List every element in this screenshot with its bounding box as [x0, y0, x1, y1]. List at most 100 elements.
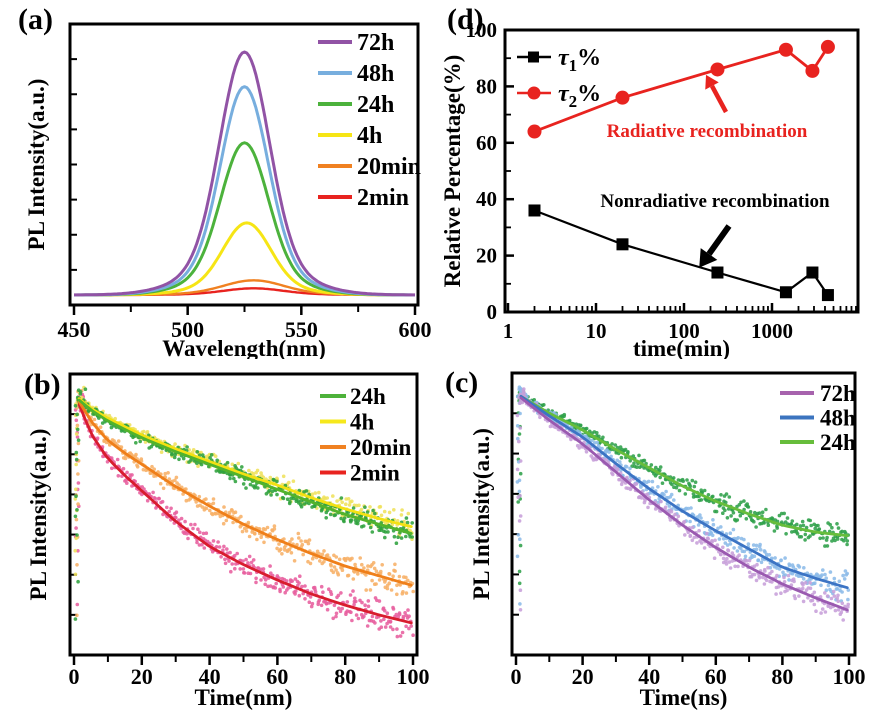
x-axis: 450 500 550 600: [58, 306, 431, 342]
legend-label-24h: 24h: [350, 384, 386, 409]
x-tick-label: 100: [833, 664, 866, 689]
y-axis-title: PL Intensity(a.u.): [469, 428, 494, 600]
fit-line-24h: [77, 398, 413, 535]
x-tick-label: 100: [668, 319, 700, 343]
plot-frame: [503, 28, 860, 314]
legend-label-2min: 2min: [357, 185, 409, 211]
x-axis-title: Time(nm): [195, 685, 293, 710]
fit-line-20min: [77, 400, 413, 587]
marker-circle: [527, 124, 542, 139]
marker-circle: [778, 42, 793, 57]
series-line: [534, 209, 829, 296]
legend-label-2min: 2min: [350, 461, 400, 486]
x-tick-label: 40: [199, 664, 221, 689]
spectra-series: [74, 50, 416, 297]
x-tick-label: 20: [572, 664, 594, 689]
annotation-arrow: [710, 84, 728, 114]
fit-line-72h: [519, 396, 849, 612]
panel-label-b: (b): [24, 368, 61, 401]
y-axis-title: PL Intensity(a.u.): [24, 79, 49, 251]
panel-a: (a) 450 500 550 600 72h 48h 24h 4h 20min 2min Wave…: [0, 0, 443, 360]
x-tick-label: 0: [69, 664, 80, 689]
x-tick-label: 20: [131, 664, 153, 689]
y-tick-label: 0: [487, 300, 498, 324]
marker-square: [821, 289, 834, 302]
y-tick-label: 60: [476, 131, 497, 155]
x-axis-title: Time(ns): [640, 685, 728, 710]
x-tick-label: 1000: [751, 319, 793, 343]
y-tick-label: 100: [466, 18, 498, 42]
x-tick-label: 0: [511, 664, 522, 689]
panel-label-d: (d): [447, 3, 484, 36]
marker-circle: [805, 63, 820, 78]
y-axis-title: Relative Percentage(%): [443, 55, 465, 288]
annotation-arrowhead: [705, 74, 719, 90]
x-tick-label: 450: [58, 317, 91, 342]
x-tick-label: 600: [398, 317, 431, 342]
legend: τ1%τ2%: [517, 45, 601, 111]
x-axis-title: time(min): [633, 336, 730, 359]
fit-line-48h: [519, 395, 849, 590]
annotations: Radiative recombination Nonradiative reco…: [600, 74, 830, 268]
y-axis-title: PL Intensity(a.u.): [26, 429, 51, 601]
panel-label-a: (a): [18, 3, 53, 36]
x-tick-label: 80: [771, 664, 793, 689]
annotation-arrow: [706, 224, 732, 256]
panel-c: (c) 0 20 40 60 80 100 72h 48h 24h Time(ns) PL Inte…: [443, 359, 886, 718]
legend-label-20min: 20min: [357, 154, 421, 180]
panel-b: (b) 0 20 40 60 80 100 24h 4h 20min 2min Time(nm) PL…: [0, 359, 443, 718]
legend-label-4h: 4h: [357, 123, 382, 149]
legend-label-tau1: τ1%: [558, 45, 601, 75]
legend-label-72h: 72h: [820, 381, 856, 406]
x-tick-label: 60: [266, 664, 288, 689]
plot-frame: [68, 372, 419, 657]
x-tick-label: 1: [503, 319, 514, 343]
annotation-nonradiative: Nonradiative recombination: [600, 191, 830, 212]
panel-label-c: (c): [445, 366, 479, 399]
fit-lines: [519, 395, 849, 612]
plot-frame: [510, 371, 857, 657]
legend-label-24h: 24h: [357, 92, 394, 118]
x-axis: 0 20 40 60 80 100: [511, 656, 866, 689]
x-tick-label: 80: [334, 664, 356, 689]
marker-square: [779, 286, 792, 299]
marker-circle: [820, 39, 835, 54]
legend-label-48h: 48h: [357, 61, 394, 87]
x-tick-label: 550: [285, 317, 318, 342]
spectrum-4h: [74, 221, 415, 297]
legend-label-20min: 20min: [350, 435, 412, 460]
legend-label-48h: 48h: [820, 406, 856, 431]
spectrum-72h: [74, 50, 415, 297]
marker-square: [616, 238, 629, 251]
legend-label-72h: 72h: [357, 30, 394, 56]
legend-marker-tau1: [528, 51, 539, 63]
marker-square: [806, 266, 819, 279]
marker-square: [711, 266, 724, 279]
panel-a-chart: 450 500 550 600 72h 48h 24h 4h 20min 2min Waveleng…: [24, 22, 431, 359]
y-tick-label: 80: [476, 74, 497, 98]
marker-circle: [710, 62, 725, 77]
marker-square: [528, 204, 541, 217]
legend-label-tau2: τ2%: [558, 81, 601, 111]
fit-line-2min: [77, 402, 413, 625]
y-axis: 0 20 40 60 80 100: [466, 18, 514, 324]
x-axis: 1 10 100 1000: [503, 303, 857, 343]
fit-lines: [77, 397, 413, 625]
y-tick-label: 20: [476, 244, 497, 268]
x-tick-label: 100: [397, 664, 430, 689]
legend-marker-tau2: [527, 86, 541, 100]
x-axis-title: Wavelength(nm): [162, 336, 326, 359]
marker-circle: [615, 90, 630, 105]
x-axis: 0 20 40 60 80 100: [69, 656, 430, 689]
legend-label-24h: 24h: [820, 430, 856, 455]
x-tick-label: 40: [638, 664, 660, 689]
x-tick-label: 60: [705, 664, 727, 689]
y-tick-label: 40: [476, 187, 497, 211]
panel-d: (d) 1 10 100 1000 0 20 40 60 80 100 τ1% τ2% Radiativ…: [443, 0, 886, 359]
plot-frame: [68, 22, 420, 307]
series-tau1: [528, 204, 834, 302]
